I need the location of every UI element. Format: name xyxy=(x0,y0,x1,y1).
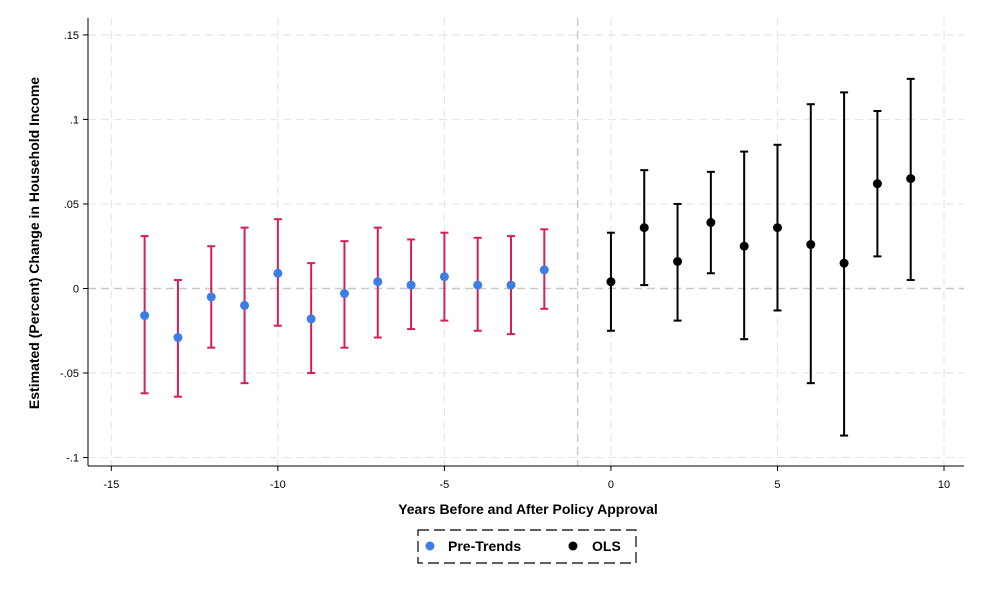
point-ols xyxy=(739,241,749,251)
point-ols xyxy=(806,240,816,250)
point-pre-trends xyxy=(539,265,549,275)
point-pre-trends xyxy=(473,280,483,290)
legend-marker-pre-trends xyxy=(425,541,435,551)
point-pre-trends xyxy=(406,280,416,290)
y-axis-title: Estimated (Percent) Change in Household … xyxy=(26,77,42,409)
x-tick-label: -5 xyxy=(440,479,450,491)
point-pre-trends xyxy=(506,280,516,290)
point-pre-trends xyxy=(173,333,183,343)
point-pre-trends xyxy=(439,272,449,282)
reference-lines xyxy=(88,18,964,466)
point-ols xyxy=(839,258,849,268)
point-pre-trends xyxy=(339,289,349,299)
y-tick-label: -.05 xyxy=(60,368,79,380)
y-tick-label: 0 xyxy=(73,283,79,295)
legend-marker-ols xyxy=(568,541,578,551)
point-ols xyxy=(639,223,649,233)
x-tick-label: 5 xyxy=(774,479,780,491)
y-tick-label: .1 xyxy=(70,114,79,126)
x-tick-label: -10 xyxy=(270,479,286,491)
legend-label-ols: OLS xyxy=(592,538,621,554)
point-pre-trends xyxy=(373,277,383,287)
x-axis-title: Years Before and After Policy Approval xyxy=(398,501,658,517)
point-pre-trends xyxy=(206,292,216,302)
point-ols xyxy=(706,218,716,228)
y-tick-label: .15 xyxy=(64,30,79,42)
axes xyxy=(87,18,964,467)
legend: Pre-Trends OLS xyxy=(417,529,637,564)
point-ols xyxy=(772,223,782,233)
legend-box xyxy=(417,529,637,564)
y-tick-label: .05 xyxy=(64,199,79,211)
x-tick-label: 0 xyxy=(608,479,614,491)
y-tick-label: -.1 xyxy=(66,453,79,465)
point-estimates xyxy=(140,174,916,343)
point-pre-trends xyxy=(240,300,250,310)
point-pre-trends xyxy=(306,314,316,324)
point-ols xyxy=(906,174,916,184)
point-ols xyxy=(673,256,683,266)
x-tick-label: 10 xyxy=(938,479,950,491)
point-pre-trends xyxy=(140,311,150,321)
point-ols xyxy=(606,277,616,287)
ticks: -.1 -.05 0 .05 .1 .15 -15 -10 -5 0 5 10 xyxy=(60,30,950,491)
point-pre-trends xyxy=(273,268,283,278)
legend-label-pre-trends: Pre-Trends xyxy=(448,538,521,554)
point-ols xyxy=(872,179,882,189)
x-tick-label: -15 xyxy=(103,479,119,491)
